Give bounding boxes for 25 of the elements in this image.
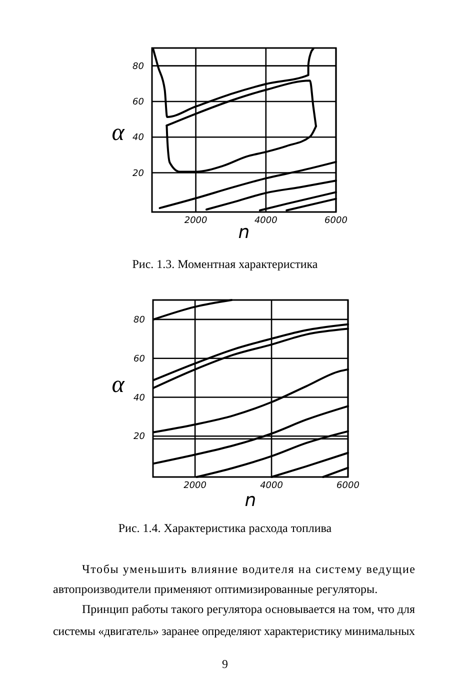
y-tick-label: 40 [132, 133, 144, 144]
text: Чтобы уменьшить влияние водителя на систему ведущие [82, 562, 415, 576]
x-axis-title: n [238, 222, 250, 243]
x-tick-label: 4000 [254, 216, 278, 226]
text: системы «двигатель» заранее определяют характеристику минимальных [53, 624, 415, 638]
x-axis-title: n [244, 490, 256, 511]
y-axis-title: α [112, 372, 125, 398]
text: 9 [222, 657, 228, 671]
x-tick-label: 4000 [260, 481, 284, 491]
text: Рис. 1.4. Характеристика расхода топлива [118, 521, 332, 535]
y-tick-label: 20 [134, 432, 146, 442]
x-tick-label: 2000 [184, 216, 208, 226]
y-tick-label: 80 [134, 315, 146, 326]
x-tick-label: 2000 [184, 481, 207, 491]
text: автопроизводители применяют оптимизированные регуляторы. [53, 582, 378, 596]
text: Принцип работы такого регулятора основывается на том, что для [82, 602, 416, 616]
y-tick-label: 60 [132, 97, 144, 108]
y-tick-label: 40 [134, 393, 146, 404]
y-tick-label: 20 [132, 168, 144, 179]
text: Рис. 1.3. Моментная характеристика [132, 257, 318, 271]
x-tick-label: 6000 [336, 481, 360, 491]
y-tick-label: 60 [134, 354, 146, 364]
y-axis-title: α [112, 120, 125, 146]
x-tick-label: 6000 [324, 216, 348, 226]
y-tick-label: 80 [132, 62, 144, 72]
